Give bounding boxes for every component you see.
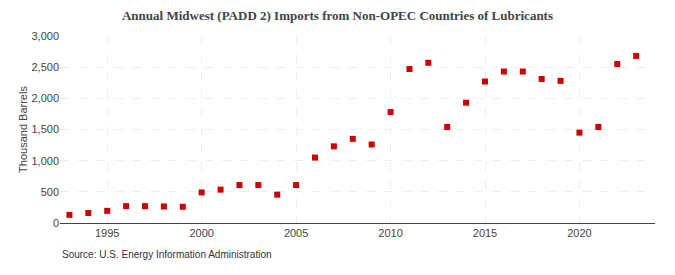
svg-text:1995: 1995: [95, 227, 119, 239]
svg-text:Annual Midwest (PADD 2) Import: Annual Midwest (PADD 2) Imports from Non…: [122, 8, 553, 23]
svg-text:2010: 2010: [378, 227, 402, 239]
svg-text:2020: 2020: [567, 227, 591, 239]
svg-text:1,500: 1,500: [31, 123, 59, 135]
svg-text:Source: U.S. Energy Informatio: Source: U.S. Energy Information Administ…: [62, 249, 272, 260]
svg-text:3,000: 3,000: [31, 30, 59, 42]
svg-text:2000: 2000: [189, 227, 213, 239]
svg-text:500: 500: [41, 186, 59, 198]
svg-text:2015: 2015: [473, 227, 497, 239]
svg-text:1,000: 1,000: [31, 155, 59, 167]
svg-text:2,500: 2,500: [31, 61, 59, 73]
svg-text:Thousand Barrels: Thousand Barrels: [17, 86, 29, 173]
svg-text:0: 0: [53, 217, 59, 229]
svg-text:2005: 2005: [284, 227, 308, 239]
svg-text:2,000: 2,000: [31, 92, 59, 104]
